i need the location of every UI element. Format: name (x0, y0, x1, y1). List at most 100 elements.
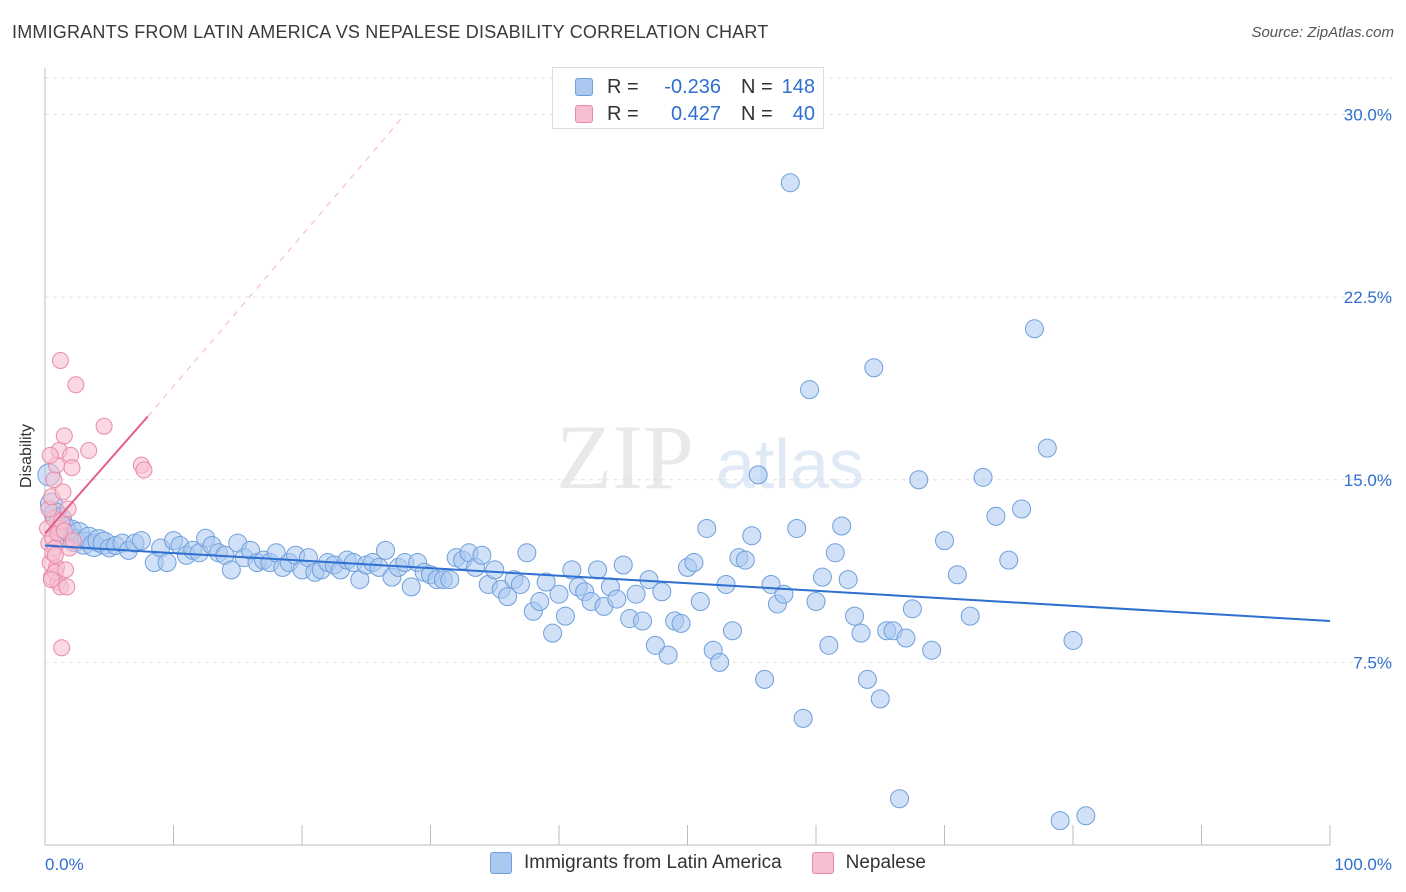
pink-swatch-icon (575, 105, 593, 123)
point-immigrants (806, 592, 826, 612)
point-nepalese (67, 376, 85, 394)
point-immigrants (800, 380, 820, 400)
point-nepalese (41, 446, 59, 464)
n-value-pink: 40 (792, 102, 815, 125)
point-immigrants (896, 628, 916, 648)
point-immigrants (864, 358, 884, 378)
point-immigrants (562, 560, 582, 580)
chart-title: IMMIGRANTS FROM LATIN AMERICA VS NEPALES… (12, 22, 769, 42)
trend-lines (44, 114, 1331, 622)
point-nepalese (64, 532, 82, 550)
point-nepalese (55, 427, 73, 445)
point-immigrants (819, 635, 839, 655)
point-immigrants (851, 623, 871, 643)
point-immigrants (902, 599, 922, 619)
point-immigrants (498, 587, 518, 607)
point-immigrants (832, 516, 852, 536)
watermark-atlas: atlas (716, 425, 864, 503)
point-nepalese (135, 461, 153, 479)
chart-source: Source: ZipAtlas.com (1251, 24, 1394, 41)
stats-legend: R = -0.236 N = 148 R = 0.427 N = 40 (552, 67, 824, 129)
y-tick-label: 22.5% (1344, 288, 1392, 307)
point-immigrants (825, 543, 845, 563)
n-label: N = (741, 102, 773, 125)
stats-legend-row-blue: R = -0.236 N = 148 (575, 74, 815, 100)
point-immigrants (780, 173, 800, 193)
x-tick-label-max: 100.0% (1334, 855, 1392, 874)
point-immigrants (376, 540, 396, 560)
point-immigrants (543, 623, 563, 643)
y-tick-label: 15.0% (1344, 471, 1392, 490)
y-tick-label: 30.0% (1344, 106, 1392, 125)
point-immigrants (960, 606, 980, 626)
r-value-blue: -0.236 (664, 75, 721, 98)
legend-item-immigrants[interactable]: Immigrants from Latin America (490, 852, 782, 874)
y-tick-labels: 7.5% 15.0% 22.5% 30.0% (1344, 106, 1392, 673)
point-nepalese (42, 571, 60, 589)
n-label: N = (741, 75, 773, 98)
point-immigrants (652, 582, 672, 602)
point-nepalese (53, 639, 71, 657)
legend-item-nepalese[interactable]: Nepalese (811, 852, 926, 874)
point-nepalese (54, 483, 72, 501)
point-immigrants (690, 592, 710, 612)
blue-swatch-icon (575, 78, 593, 96)
point-immigrants (671, 613, 691, 633)
point-immigrants (658, 645, 678, 665)
point-nepalese (95, 417, 113, 435)
y-axis-label: Disability (18, 423, 35, 489)
point-nepalese (58, 578, 76, 596)
r-label: R = (607, 75, 639, 98)
point-immigrants (684, 553, 704, 573)
watermark: ZIP atlas (556, 406, 864, 508)
point-immigrants (722, 621, 742, 641)
point-immigrants (890, 789, 910, 809)
point-nepalese (80, 442, 98, 460)
point-immigrants (440, 570, 460, 590)
point-immigrants (710, 652, 730, 672)
point-immigrants (748, 465, 768, 485)
point-nepalese (63, 459, 81, 477)
point-immigrants (613, 555, 633, 575)
trend-line-nepalese-extension (147, 114, 406, 417)
gridlines (45, 77, 1392, 663)
x-tick-label-min: 0.0% (45, 855, 84, 874)
point-immigrants (838, 570, 858, 590)
point-immigrants (517, 543, 537, 563)
point-immigrants (485, 560, 505, 580)
point-immigrants (787, 518, 807, 538)
point-immigrants (947, 565, 967, 585)
series-immigrants-points (37, 173, 1096, 831)
point-immigrants (157, 553, 177, 573)
point-immigrants (472, 545, 492, 565)
trend-line-nepalese (44, 415, 149, 534)
point-immigrants (131, 531, 151, 551)
pink-swatch-icon (811, 852, 834, 874)
r-value-pink: 0.427 (670, 102, 721, 125)
point-immigrants (401, 577, 421, 597)
point-immigrants (922, 640, 942, 660)
point-immigrants (735, 550, 755, 570)
r-label: R = (607, 102, 639, 125)
x-tick-labels: 0.0% 100.0% (45, 855, 1392, 874)
stats-legend-row-pink: R = 0.427 N = 40 (575, 101, 815, 127)
point-immigrants (645, 635, 665, 655)
n-value-blue: 148 (781, 75, 815, 98)
point-immigrants (555, 606, 575, 626)
point-nepalese (51, 351, 69, 369)
point-immigrants (1063, 630, 1083, 650)
point-immigrants (742, 526, 762, 546)
point-immigrants (1050, 811, 1070, 831)
legend-label-immigrants: Immigrants from Latin America (524, 852, 782, 873)
legend-label-nepalese: Nepalese (845, 852, 926, 873)
series-legend: Immigrants from Latin America Nepalese (490, 852, 956, 874)
point-immigrants (857, 669, 877, 689)
watermark-zip: ZIP (556, 406, 694, 508)
point-nepalese (46, 546, 64, 564)
point-immigrants (626, 584, 646, 604)
point-immigrants (549, 584, 569, 604)
point-immigrants (870, 689, 890, 709)
point-immigrants (530, 592, 550, 612)
point-immigrants (845, 606, 865, 626)
